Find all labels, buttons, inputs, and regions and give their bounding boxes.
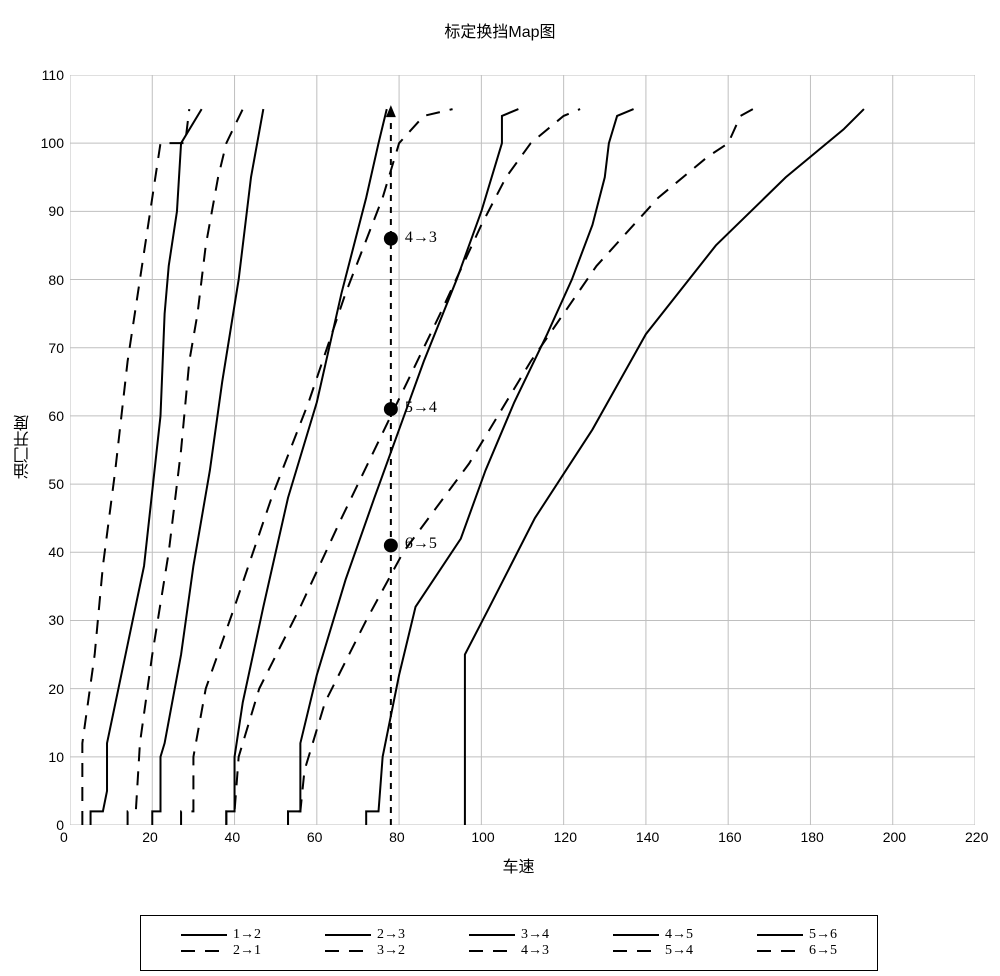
legend-swatch-icon [469, 944, 515, 958]
legend-label: 3→4 [521, 927, 549, 943]
x-axis-label: 车速 [503, 853, 535, 877]
chart-plot [70, 75, 975, 825]
marker-dot [384, 232, 398, 246]
legend-label: 6→5 [809, 943, 837, 959]
legend-swatch-icon [613, 928, 659, 942]
y-tick-label: 110 [42, 67, 64, 83]
legend-item: 2→3 [325, 927, 405, 943]
marker-dot [384, 402, 398, 416]
series-5→6 [366, 109, 633, 825]
series-2→1 [82, 109, 189, 825]
legend-label: 2→3 [377, 927, 405, 943]
series-2→3 [152, 109, 263, 825]
y-tick-label: 70 [48, 340, 64, 356]
y-tick-label: 30 [48, 612, 64, 628]
series-upshift-outer [465, 109, 864, 825]
legend-item: 6→5 [757, 943, 837, 959]
series-1→2 [91, 109, 202, 825]
chart-title: 标定换挡Map图 [0, 18, 1000, 42]
marker-label: 6→5 [405, 535, 437, 553]
x-tick-label: 60 [307, 829, 323, 845]
legend-label: 1→2 [233, 927, 261, 943]
legend-item: 5→4 [613, 943, 693, 959]
y-tick-label: 0 [56, 817, 64, 833]
legend-swatch-icon [181, 944, 227, 958]
legend-item: 1→2 [181, 927, 261, 943]
legend-label: 3→2 [377, 943, 405, 959]
marker-label: 5→4 [405, 399, 437, 417]
legend-swatch-icon [613, 944, 659, 958]
x-tick-label: 200 [883, 829, 906, 845]
legend-item: 5→6 [757, 927, 837, 943]
legend-label: 4→5 [665, 927, 693, 943]
series-5→4 [226, 109, 580, 825]
legend-label: 5→6 [809, 927, 837, 943]
x-tick-label: 80 [389, 829, 405, 845]
x-tick-label: 120 [554, 829, 577, 845]
chart-page: { "title": "标定换挡Map图", "title_fontsize":… [0, 0, 1000, 976]
y-tick-label: 20 [48, 681, 64, 697]
legend-swatch-icon [469, 928, 515, 942]
marker-label: 4→3 [405, 229, 437, 247]
legend-item: 3→4 [469, 927, 549, 943]
legend: 1→2 2→3 3→4 4→5 5→6 2→1 3→2 4→3 5→4 6→5 [140, 915, 878, 971]
y-tick-label: 40 [48, 544, 64, 560]
x-tick-label: 100 [471, 829, 494, 845]
x-tick-label: 220 [965, 829, 988, 845]
legend-swatch-icon [325, 928, 371, 942]
legend-item: 2→1 [181, 943, 261, 959]
legend-swatch-icon [325, 944, 371, 958]
legend-swatch-icon [757, 944, 803, 958]
legend-label: 2→1 [233, 943, 261, 959]
series-4→5 [288, 109, 518, 825]
legend-label: 5→4 [665, 943, 693, 959]
y-tick-label: 50 [48, 476, 64, 492]
legend-row-down: 2→1 3→2 4→3 5→4 6→5 [149, 943, 869, 959]
x-tick-label: 20 [142, 829, 158, 845]
legend-label: 4→3 [521, 943, 549, 959]
x-tick-label: 140 [636, 829, 659, 845]
y-tick-label: 60 [48, 408, 64, 424]
x-tick-label: 40 [225, 829, 241, 845]
series-6→5 [288, 109, 753, 825]
y-tick-label: 80 [48, 272, 64, 288]
series-3→2 [128, 109, 243, 825]
y-tick-label: 10 [48, 749, 64, 765]
arrow-head-icon [386, 105, 396, 117]
legend-item: 3→2 [325, 943, 405, 959]
legend-swatch-icon [181, 928, 227, 942]
y-axis-label: 油门开度 [12, 415, 36, 479]
y-tick-label: 90 [48, 203, 64, 219]
marker-dot [384, 538, 398, 552]
y-tick-label: 100 [41, 135, 64, 151]
legend-item: 4→3 [469, 943, 549, 959]
legend-row-up: 1→2 2→3 3→4 4→5 5→6 [149, 927, 869, 943]
x-tick-label: 160 [718, 829, 741, 845]
legend-swatch-icon [757, 928, 803, 942]
x-tick-label: 180 [800, 829, 823, 845]
legend-item: 4→5 [613, 927, 693, 943]
